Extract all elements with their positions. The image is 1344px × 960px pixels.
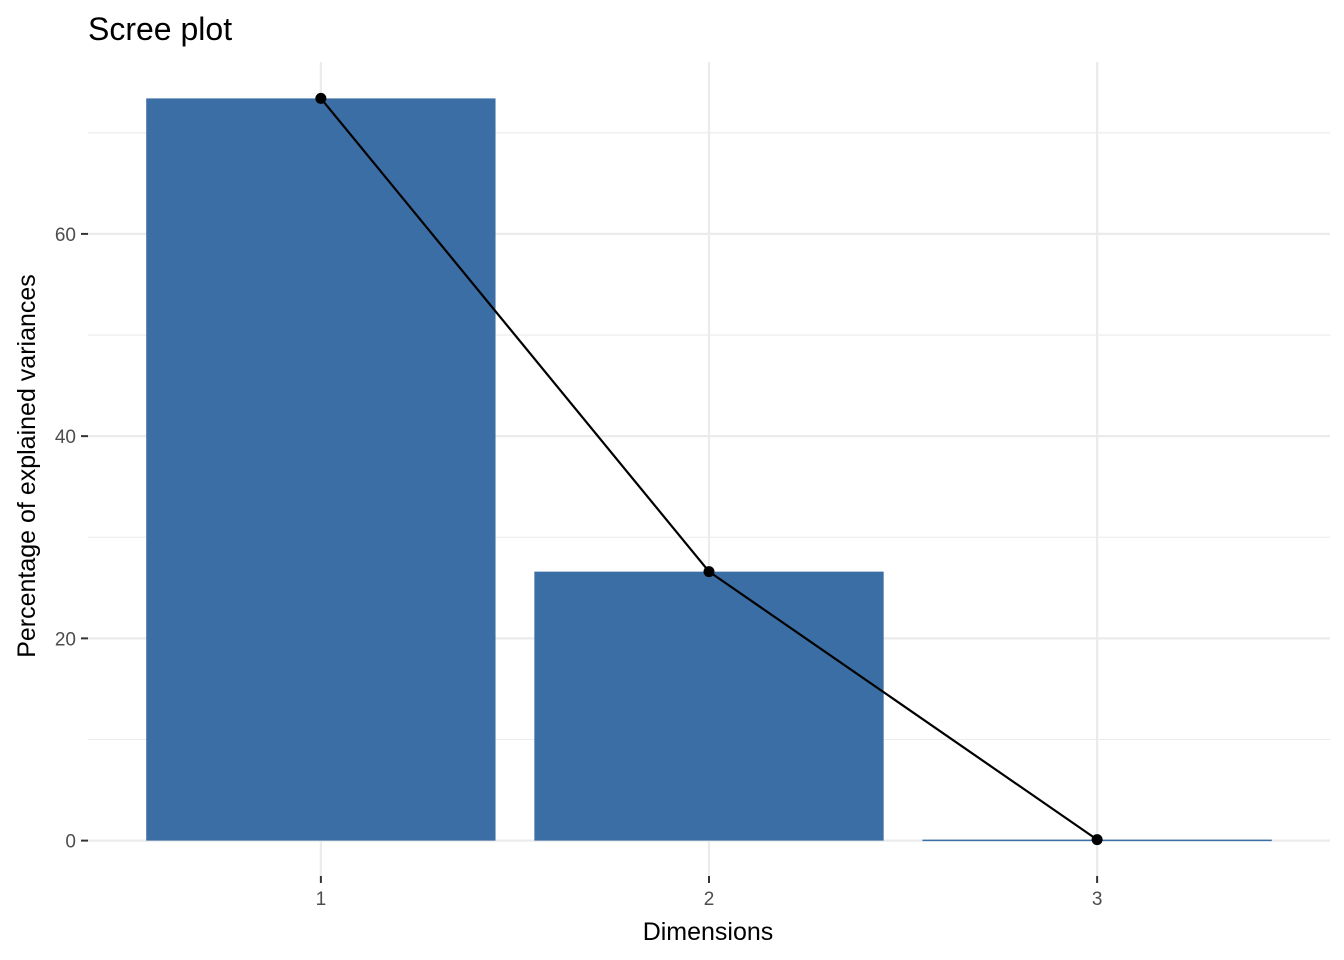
point-dim-3: [1091, 834, 1103, 846]
y-tick-label: 60: [55, 225, 76, 246]
y-axis: 0 20 40 60: [55, 225, 88, 853]
x-axis: 1 2 3: [316, 876, 1103, 910]
bar-dim-1: [146, 98, 496, 841]
y-tick-label: 0: [65, 832, 76, 853]
variance-points: [315, 92, 1103, 846]
point-dim-1: [315, 92, 327, 104]
bars: [146, 98, 1272, 842]
y-tick-label: 40: [55, 427, 76, 448]
x-tick-label: 1: [316, 889, 327, 910]
bar-dim-2: [534, 571, 884, 841]
x-axis-title: Dimensions: [643, 918, 774, 946]
chart-title: Scree plot: [88, 11, 232, 47]
y-axis-title: Percentage of explained variances: [13, 274, 41, 658]
y-tick-label: 20: [55, 629, 76, 650]
x-tick-label: 2: [704, 889, 715, 910]
point-dim-2: [703, 566, 715, 578]
x-tick-label: 3: [1092, 889, 1103, 910]
